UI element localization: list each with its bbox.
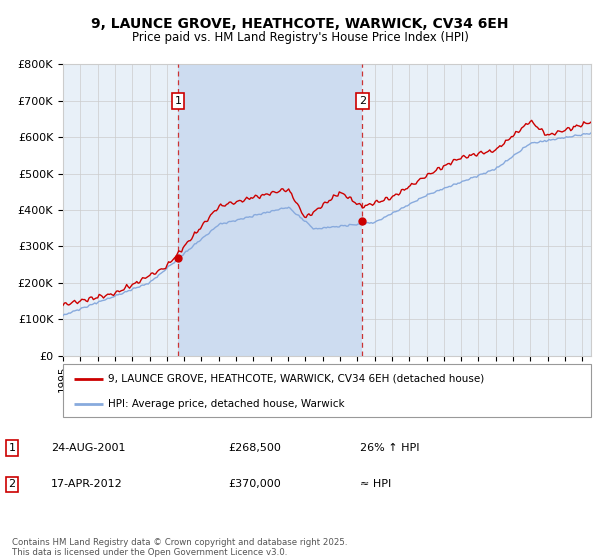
Text: 9, LAUNCE GROVE, HEATHCOTE, WARWICK, CV34 6EH: 9, LAUNCE GROVE, HEATHCOTE, WARWICK, CV3… xyxy=(91,17,509,31)
Text: Price paid vs. HM Land Registry's House Price Index (HPI): Price paid vs. HM Land Registry's House … xyxy=(131,31,469,44)
Text: 9, LAUNCE GROVE, HEATHCOTE, WARWICK, CV34 6EH (detached house): 9, LAUNCE GROVE, HEATHCOTE, WARWICK, CV3… xyxy=(108,374,484,384)
Text: 2: 2 xyxy=(359,96,366,106)
Text: Contains HM Land Registry data © Crown copyright and database right 2025.
This d: Contains HM Land Registry data © Crown c… xyxy=(12,538,347,557)
Text: 26% ↑ HPI: 26% ↑ HPI xyxy=(360,443,419,453)
Text: 1: 1 xyxy=(175,96,182,106)
Text: 1: 1 xyxy=(8,443,16,453)
Text: ≈ HPI: ≈ HPI xyxy=(360,479,391,489)
Text: 17-APR-2012: 17-APR-2012 xyxy=(51,479,123,489)
Text: £370,000: £370,000 xyxy=(228,479,281,489)
Bar xyxy=(178,64,362,356)
Text: HPI: Average price, detached house, Warwick: HPI: Average price, detached house, Warw… xyxy=(108,399,344,409)
Text: 24-AUG-2001: 24-AUG-2001 xyxy=(51,443,125,453)
FancyBboxPatch shape xyxy=(63,364,591,417)
Text: 2: 2 xyxy=(8,479,16,489)
Text: £268,500: £268,500 xyxy=(228,443,281,453)
